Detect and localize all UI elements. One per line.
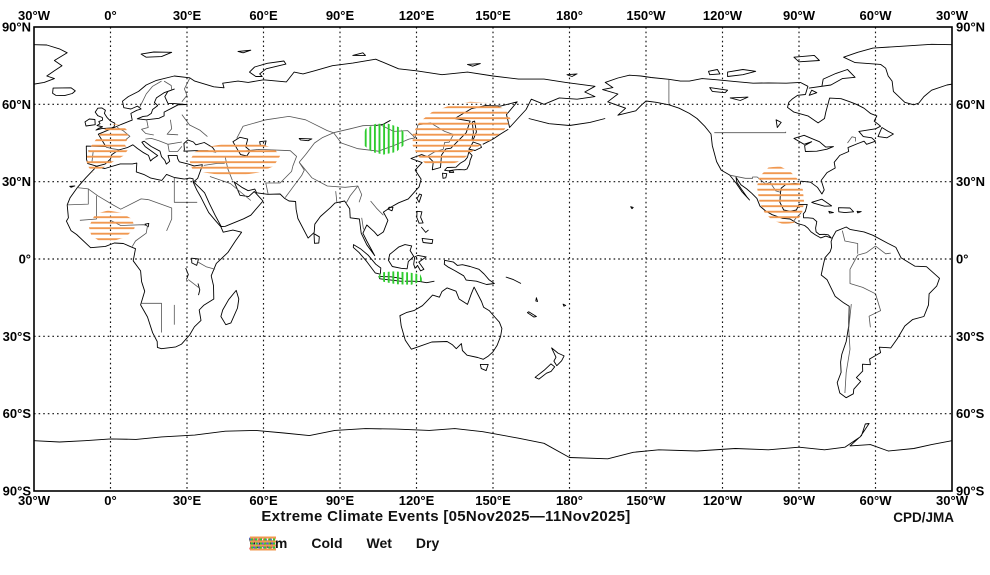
- map-title: Extreme Climate Events [05Nov2025—11Nov2…: [261, 508, 631, 525]
- axis-tick-label: 150°E: [475, 8, 511, 23]
- dry-hatch-swatch-icon: [250, 536, 276, 551]
- legend-item-label: Dry: [415, 535, 440, 551]
- legend-item-label: Wet: [366, 535, 392, 551]
- axis-tick-label: 180°: [556, 8, 583, 23]
- legend-item-label: Cold: [311, 535, 343, 551]
- axis-tick-label: 30°W: [936, 493, 969, 508]
- axis-tick-label: 30°S: [956, 329, 985, 344]
- map-source: CPD/JMA: [893, 510, 954, 525]
- map-frame: [33, 26, 953, 492]
- axis-tick-label: 30°E: [173, 8, 202, 23]
- axis-tick-label: 0°: [104, 493, 116, 508]
- axis-tick-label: 30°W: [18, 8, 51, 23]
- axis-tick-label: 60°E: [249, 493, 278, 508]
- event-region-northeast-asia: [412, 101, 511, 167]
- axis-tick-label: 150°E: [475, 493, 511, 508]
- axis-tick-label: 0°: [956, 252, 968, 267]
- event-hatch-overlay: [86, 101, 805, 285]
- graticule-grid: [34, 27, 952, 491]
- axis-tick-label: 90°N: [956, 20, 985, 35]
- wet-hatch-swatch-icon: [251, 537, 275, 550]
- axis-tick-label: 60°S: [956, 406, 985, 421]
- axis-tick-label: 30°E: [173, 493, 202, 508]
- axis-tick-label: 120°E: [399, 8, 435, 23]
- axis-tick-label: 90°W: [783, 8, 816, 23]
- event-region-mexico-southern-united-states: [756, 166, 805, 225]
- axis-tick-label: 90°S: [956, 484, 985, 499]
- axis-tick-label: 30°S: [3, 329, 32, 344]
- axis-tick-label: 60°E: [249, 8, 278, 23]
- axis-tick-label: 30°W: [18, 493, 51, 508]
- event-region-mongolia: [362, 123, 407, 155]
- axis-tick-label: 60°W: [860, 493, 893, 508]
- axis-tick-label: 120°W: [703, 493, 743, 508]
- axis-tick-label: 90°W: [783, 493, 816, 508]
- axis-tick-label: 60°N: [956, 97, 985, 112]
- axis-tick-label: 120°W: [703, 8, 743, 23]
- axis-tick-label: 60°N: [2, 97, 31, 112]
- axis-tick-label: 90°N: [2, 20, 31, 35]
- axis-tick-label: 150°W: [626, 8, 666, 23]
- axis-tick-label: 60°W: [860, 8, 893, 23]
- axis-tick-label: 90°E: [326, 8, 355, 23]
- axis-tick-label: 120°E: [399, 493, 435, 508]
- legend-item-cold: Cold: [249, 535, 343, 551]
- axis-tick-label: 0°: [104, 8, 116, 23]
- event-region-turkey-caucasus-central-asia: [189, 141, 281, 176]
- axis-tick-label: 0°: [19, 252, 31, 267]
- event-region-western-europe-iberia: [86, 123, 129, 173]
- legend: WarmColdWetDry: [249, 535, 439, 551]
- axis-tick-label: 180°: [556, 493, 583, 508]
- axis-tick-label: 60°S: [3, 406, 32, 421]
- axis-tick-label: 90°E: [326, 493, 355, 508]
- axis-tick-labels: 30°W 0° 30°E 60°E 90°E 120°E 150°E 180° 150°W 120…: [2, 8, 985, 508]
- event-region-indonesia-java: [378, 271, 423, 285]
- axis-tick-label: 30°N: [2, 174, 31, 189]
- axis-tick-label: 30°N: [956, 174, 985, 189]
- event-region-west-africa: [88, 210, 135, 242]
- axis-tick-label: 30°W: [936, 8, 969, 23]
- legend-item-wet: Wet: [251, 535, 392, 551]
- axis-tick-label: 90°S: [3, 484, 32, 499]
- legend-item-dry: Dry: [250, 535, 440, 551]
- axis-tick-label: 150°W: [626, 493, 666, 508]
